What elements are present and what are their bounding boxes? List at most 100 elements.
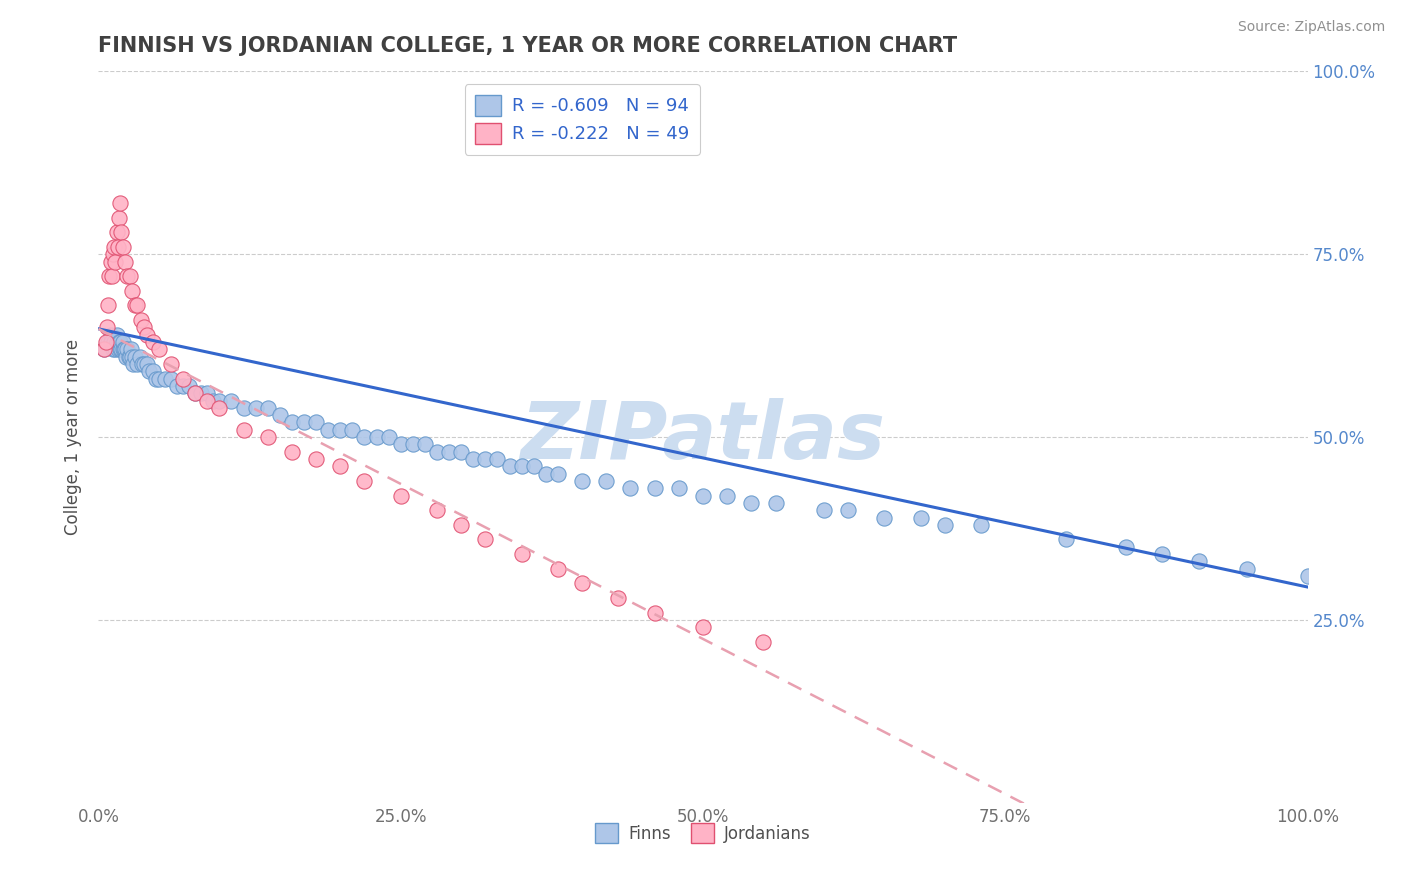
Point (208, 401, 231, 415)
Point (105, 327, 128, 342)
Point (970, 517, 993, 532)
Point (110, 343, 132, 357)
Point (160, 357, 183, 371)
Point (474, 452, 496, 467)
Point (389, 489, 412, 503)
Point (316, 423, 339, 437)
Point (765, 496, 787, 510)
Y-axis label: College, 1 year or more: College, 1 year or more (65, 339, 83, 535)
Point (474, 533, 496, 547)
Text: Source: ZipAtlas.com: Source: ZipAtlas.com (1237, 20, 1385, 34)
Point (595, 474, 617, 488)
Legend: Finns, Jordanians: Finns, Jordanians (588, 817, 818, 849)
Point (108, 211, 131, 225)
Point (111, 343, 134, 357)
Point (160, 371, 183, 385)
Point (498, 459, 520, 474)
Point (534, 467, 557, 481)
Point (115, 350, 138, 364)
Point (131, 357, 153, 371)
Point (128, 350, 150, 364)
Point (463, 452, 485, 467)
Point (101, 343, 124, 357)
Point (103, 240, 125, 254)
Point (104, 254, 127, 268)
Point (172, 379, 194, 393)
Point (644, 606, 666, 620)
Point (305, 416, 328, 430)
Point (426, 503, 449, 517)
Point (208, 393, 231, 408)
Point (105, 334, 128, 349)
Point (1115, 540, 1137, 554)
Point (118, 269, 141, 284)
Point (281, 416, 304, 430)
Point (153, 371, 176, 385)
Point (96, 320, 118, 334)
Point (1054, 533, 1077, 547)
Point (103, 334, 125, 349)
Point (134, 357, 156, 371)
Point (104, 343, 127, 357)
Point (100, 254, 122, 268)
Point (873, 510, 896, 524)
Point (329, 459, 352, 474)
Point (98, 269, 121, 284)
Point (100, 269, 122, 284)
Point (353, 474, 375, 488)
Point (120, 343, 142, 357)
Point (138, 364, 160, 378)
Point (100, 334, 122, 349)
Point (510, 547, 533, 561)
Point (108, 196, 131, 211)
Point (813, 503, 835, 517)
Point (245, 401, 267, 415)
Point (437, 444, 460, 458)
Point (389, 437, 412, 451)
Point (281, 444, 304, 458)
Point (692, 489, 714, 503)
Point (127, 298, 149, 312)
Point (97, 298, 120, 312)
Point (108, 334, 131, 349)
Point (93, 343, 115, 357)
Point (619, 481, 641, 495)
Point (108, 334, 131, 349)
Point (1152, 547, 1174, 561)
Point (124, 350, 146, 364)
Text: ZIPatlas: ZIPatlas (520, 398, 886, 476)
Point (135, 357, 157, 371)
Point (202, 393, 225, 408)
Point (184, 386, 207, 401)
Point (166, 379, 188, 393)
Point (121, 350, 143, 364)
Point (110, 225, 132, 239)
Point (111, 334, 134, 349)
Point (117, 269, 139, 284)
Point (118, 350, 141, 364)
Point (269, 408, 291, 422)
Point (486, 452, 509, 467)
Point (377, 430, 399, 444)
Point (195, 386, 218, 401)
Point (752, 635, 775, 649)
Point (93, 343, 115, 357)
Point (172, 371, 194, 385)
Point (692, 620, 714, 634)
Point (571, 474, 593, 488)
Point (148, 343, 170, 357)
Point (129, 313, 152, 327)
Point (142, 334, 165, 349)
Point (547, 562, 569, 576)
Point (97, 334, 120, 349)
Point (111, 240, 134, 254)
Point (256, 401, 278, 415)
Point (644, 481, 666, 495)
Point (353, 430, 375, 444)
Point (256, 430, 278, 444)
Point (221, 393, 243, 408)
Point (190, 386, 212, 401)
Point (145, 371, 167, 385)
Point (1296, 569, 1319, 583)
Point (716, 489, 738, 503)
